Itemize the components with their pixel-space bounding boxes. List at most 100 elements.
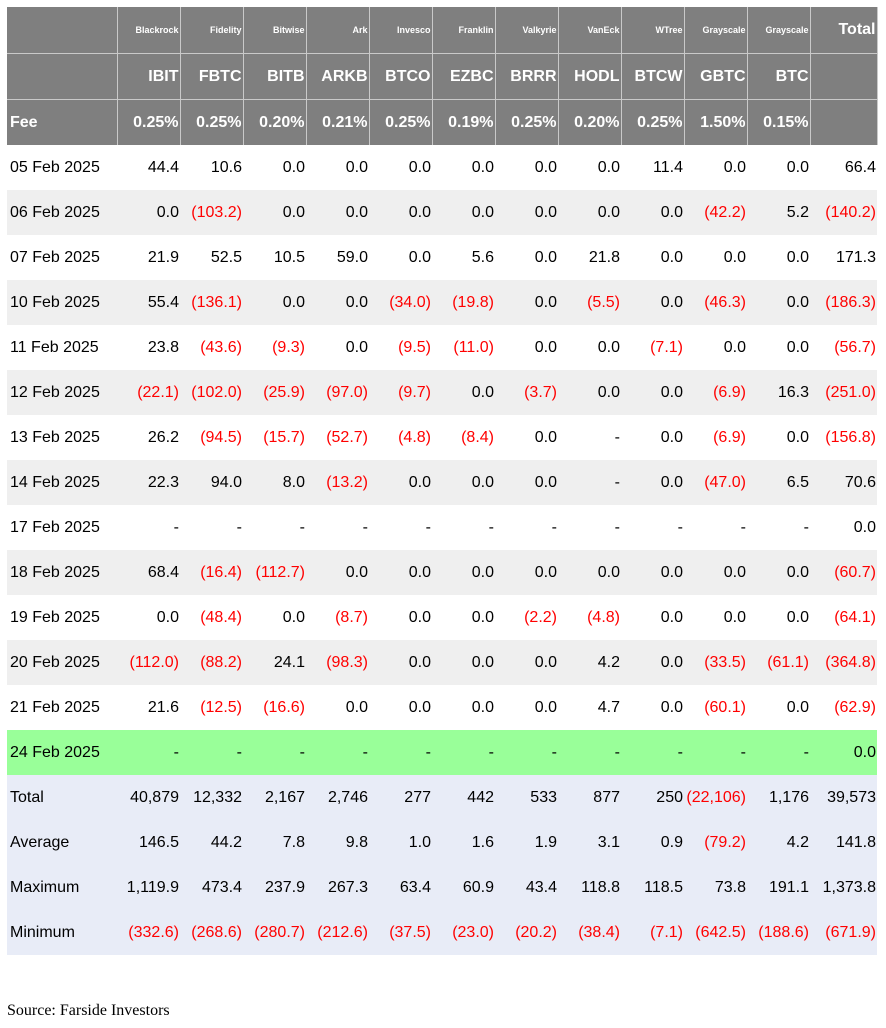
flow-value: 0.0	[621, 640, 684, 685]
stat-value: 442	[432, 775, 495, 820]
flow-value: 0.0	[747, 550, 810, 595]
row-date: 17 Feb 2025	[7, 505, 117, 550]
table-row: 06 Feb 2025 0.0 (103.2) 0.0 0.0 0.0 0.0 0.0 0.0 0…	[7, 190, 877, 235]
stat-row: Total 40,879 12,332 2,167 2,746 277 442 533 877 2…	[7, 775, 877, 820]
stat-value: (20.2)	[495, 910, 558, 955]
flow-value: 0.0	[306, 325, 369, 370]
flow-value: -	[558, 460, 621, 505]
stat-value: 533	[495, 775, 558, 820]
flow-value: 0.0	[369, 640, 432, 685]
row-total: 70.6	[810, 460, 877, 505]
flow-value: -	[684, 730, 747, 775]
flow-value: (88.2)	[180, 640, 243, 685]
flow-value: -	[369, 730, 432, 775]
fee-value: 0.25%	[495, 99, 559, 145]
flow-value: (5.5)	[558, 280, 621, 325]
provider-header: Blackrock	[117, 7, 181, 54]
stat-value: 0.9	[621, 820, 684, 865]
flow-value: (25.9)	[243, 370, 306, 415]
flow-value: -	[747, 730, 810, 775]
flow-value: -	[558, 415, 621, 460]
stat-total: 39,573	[810, 775, 877, 820]
stat-value: 1.0	[369, 820, 432, 865]
stat-label: Minimum	[7, 910, 117, 955]
fee-label: Fee	[7, 99, 118, 145]
fee-value: 0.25%	[369, 99, 433, 145]
flow-value: 68.4	[117, 550, 180, 595]
flow-value: (15.7)	[243, 415, 306, 460]
ticker-header: GBTC	[684, 53, 748, 100]
flow-value: 94.0	[180, 460, 243, 505]
flow-value: 0.0	[432, 640, 495, 685]
row-total: (364.8)	[810, 640, 877, 685]
ticker-header: BITB	[243, 53, 307, 100]
flow-value: 6.5	[747, 460, 810, 505]
flow-value: -	[243, 730, 306, 775]
row-total: 66.4	[810, 145, 877, 190]
row-date: 24 Feb 2025	[7, 730, 117, 775]
provider-header: WTree	[621, 7, 685, 54]
ticker-header: EZBC	[432, 53, 496, 100]
row-date: 14 Feb 2025	[7, 460, 117, 505]
flow-value: (102.0)	[180, 370, 243, 415]
flow-value: 24.1	[243, 640, 306, 685]
row-total: (60.7)	[810, 550, 877, 595]
flow-value: -	[432, 505, 495, 550]
flow-value: -	[558, 505, 621, 550]
row-date: 07 Feb 2025	[7, 235, 117, 280]
flow-value: (9.3)	[243, 325, 306, 370]
ticker-total-cell	[810, 53, 878, 100]
flow-value: 22.3	[117, 460, 180, 505]
flow-value: (8.4)	[432, 415, 495, 460]
flow-value: (52.7)	[306, 415, 369, 460]
row-total: (186.3)	[810, 280, 877, 325]
fee-total-cell	[810, 99, 878, 145]
flow-value: (22.1)	[117, 370, 180, 415]
ticker-header-row: IBIT FBTC BITB ARKB BTCO EZBC BRRR HODL BTCW GBTC…	[7, 53, 878, 100]
flow-value: 0.0	[369, 145, 432, 190]
flow-value: 0.0	[495, 190, 558, 235]
stat-value: 63.4	[369, 865, 432, 910]
flow-value: (7.1)	[621, 325, 684, 370]
fee-value: 1.50%	[684, 99, 748, 145]
fee-value: 0.15%	[747, 99, 811, 145]
flow-value: (97.0)	[306, 370, 369, 415]
flow-value: 21.9	[117, 235, 180, 280]
table-row: 10 Feb 2025 55.4 (136.1) 0.0 0.0 (34.0) (19.8)…	[7, 280, 877, 325]
row-date: 12 Feb 2025	[7, 370, 117, 415]
flow-value: 0.0	[432, 370, 495, 415]
stat-value: 1,119.9	[117, 865, 180, 910]
table-row: 17 Feb 2025- - - - - - - - - - -0.0	[7, 505, 877, 550]
total-header: Total	[810, 7, 878, 54]
provider-header: Grayscale	[684, 7, 748, 54]
provider-header: Valkyrie	[495, 7, 559, 54]
stat-value: (642.5)	[684, 910, 747, 955]
fee-value: 0.20%	[558, 99, 622, 145]
flow-value: (34.0)	[369, 280, 432, 325]
flow-value: 0.0	[747, 325, 810, 370]
stat-value: 191.1	[747, 865, 810, 910]
stat-total: 141.8	[810, 820, 877, 865]
flow-value: 0.0	[369, 235, 432, 280]
flow-value: 0.0	[747, 685, 810, 730]
flow-value: 0.0	[684, 325, 747, 370]
provider-header: Fidelity	[180, 7, 244, 54]
stat-value: 118.5	[621, 865, 684, 910]
stat-value: 237.9	[243, 865, 306, 910]
flow-value: (47.0)	[684, 460, 747, 505]
flow-value: 0.0	[558, 190, 621, 235]
flow-value: 23.8	[117, 325, 180, 370]
flow-value: 0.0	[558, 370, 621, 415]
stat-label: Maximum	[7, 865, 117, 910]
flow-value: 0.0	[621, 460, 684, 505]
flow-value: 0.0	[369, 460, 432, 505]
flow-value: 4.7	[558, 685, 621, 730]
stat-value: (188.6)	[747, 910, 810, 955]
table-row: 05 Feb 2025 44.4 10.6 0.0 0.0 0.0 0.0 0.0 0.0 11.…	[7, 145, 877, 190]
flow-value: 0.0	[306, 190, 369, 235]
row-date: 18 Feb 2025	[7, 550, 117, 595]
flow-value: 0.0	[306, 550, 369, 595]
stat-value: (268.6)	[180, 910, 243, 955]
stat-value: 4.2	[747, 820, 810, 865]
stat-total: 1,373.8	[810, 865, 877, 910]
